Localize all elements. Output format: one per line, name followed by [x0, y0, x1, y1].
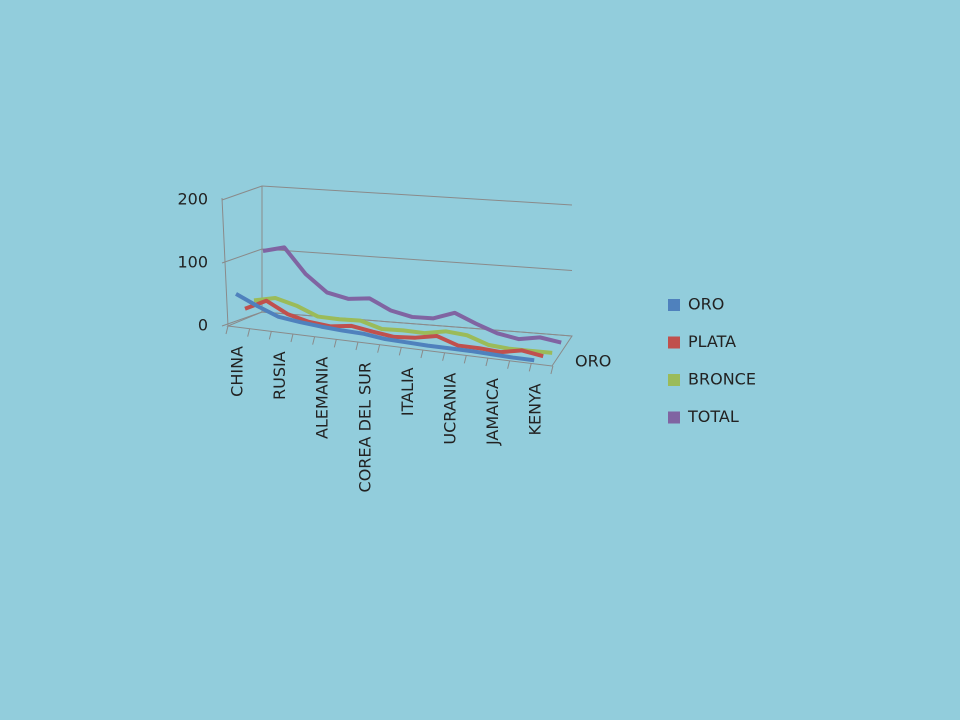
y-tick-label: 200 [177, 190, 208, 209]
legend-label: PLATA [688, 332, 736, 351]
series-axis-label: ORO [575, 352, 611, 371]
x-tick [312, 336, 316, 345]
series-line [253, 295, 553, 355]
x-tick [528, 363, 532, 372]
x-tick-label: JAMAICA [483, 378, 502, 446]
x-tick [398, 347, 402, 356]
grid-line [221, 248, 573, 271]
x-tick [485, 357, 489, 367]
x-tick [550, 365, 554, 375]
legend-label: BRONCE [688, 370, 756, 389]
x-tick-label: CHINA [228, 346, 247, 397]
legend-swatch [668, 374, 680, 386]
legend-swatch [668, 411, 680, 424]
x-tick [268, 331, 272, 340]
series-line [244, 298, 544, 359]
grid-line [221, 311, 573, 337]
x-tick [377, 344, 381, 353]
legend-label: TOTAL [687, 407, 739, 426]
x-tick-label: KENYA [526, 383, 545, 435]
x-tick [247, 328, 251, 337]
x-tick [463, 355, 467, 364]
x-tick-label: ITALIA [398, 367, 417, 416]
x-tick-label: ALEMANIA [313, 357, 332, 439]
series-line [262, 245, 562, 345]
x-tick [333, 339, 337, 348]
grid-line [221, 185, 573, 206]
x-tick-label: COREA DEL SUR [355, 362, 374, 492]
x-tick [420, 349, 424, 359]
x-tick [290, 333, 294, 343]
x-tick-label: RUSIA [270, 351, 289, 400]
legend-label: ORO [688, 295, 724, 314]
x-tick [442, 352, 446, 361]
series-line [235, 292, 535, 363]
x-tick [225, 325, 229, 335]
y-tick-label: 0 [198, 316, 208, 335]
legend-swatch [668, 336, 680, 349]
x-tick [355, 341, 359, 351]
x-tick [507, 360, 511, 369]
legend-swatch [668, 299, 680, 311]
y-tick-label: 100 [177, 253, 208, 272]
x-tick-label: UCRANIA [441, 373, 460, 445]
